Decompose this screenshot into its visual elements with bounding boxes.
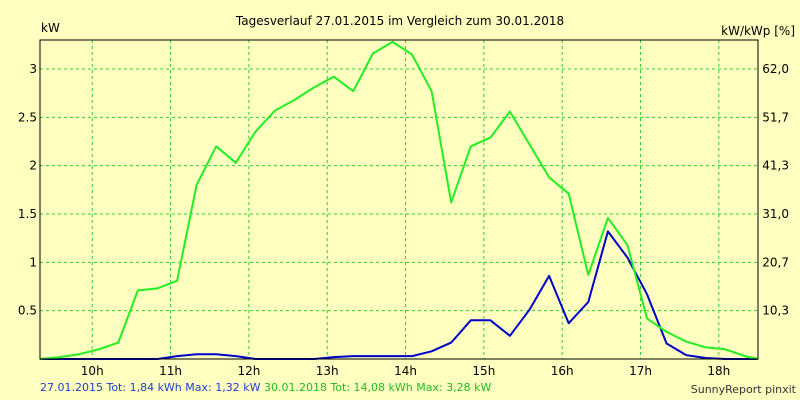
- x-tick-label: 18h: [707, 364, 730, 378]
- y-tick-label-left: 1.5: [18, 207, 37, 221]
- y-tick-label-right: 20,7: [762, 255, 789, 269]
- x-tick-label: 14h: [394, 364, 417, 378]
- footer-2015-summary: 27.01.2015 Tot: 1,84 kWh Max: 1,32 kW: [40, 381, 261, 394]
- y-tick-label-right: 51,7: [762, 110, 789, 124]
- brand-label: SunnyReport pinxit: [690, 383, 796, 396]
- y-tick-label-left: 0.5: [18, 304, 37, 318]
- plot-frame: [39, 39, 759, 360]
- x-tick-label: 13h: [316, 364, 339, 378]
- axis-ticks: 10h 11h 12h 13h 14h 15h 16h 17h 18h 0.5 10,3 1 20,7 1…: [18, 62, 789, 378]
- footer-summary: 27.01.2015 Tot: 1,84 kWh Max: 1,32 kW 30…: [40, 381, 491, 394]
- x-tick-label: 17h: [629, 364, 652, 378]
- y-tick-label-left: 1: [29, 255, 37, 269]
- grid: [40, 40, 758, 359]
- y-tick-label-left: 2: [29, 159, 37, 173]
- x-tick-label: 10h: [81, 364, 104, 378]
- y-axis-label-right: kW/kWp [%]: [721, 24, 795, 38]
- series-line-27-01-2015: [40, 230, 758, 360]
- x-tick-label: 16h: [551, 364, 574, 378]
- series-group: [39, 40, 759, 360]
- x-tick-label: 11h: [159, 364, 182, 378]
- y-tick-label-right: 31,0: [762, 207, 789, 221]
- chart-title: Tagesverlauf 27.01.2015 im Vergleich zum…: [235, 14, 564, 28]
- y-tick-label-right: 62,0: [762, 62, 789, 76]
- y-tick-label-left: 3: [29, 62, 37, 76]
- y-tick-label-right: 10,3: [762, 304, 789, 318]
- x-tick-label: 15h: [472, 364, 495, 378]
- series-line-30-01-2018: [39, 40, 759, 360]
- y-tick-label-left: 2.5: [18, 110, 37, 124]
- x-tick-label: 12h: [237, 364, 260, 378]
- footer-2018-summary: 30.01.2018 Tot: 14,08 kWh Max: 3,28 kW: [263, 381, 492, 394]
- y-tick-label-right: 41,3: [762, 159, 789, 173]
- y-axis-label-left: kW: [41, 21, 60, 35]
